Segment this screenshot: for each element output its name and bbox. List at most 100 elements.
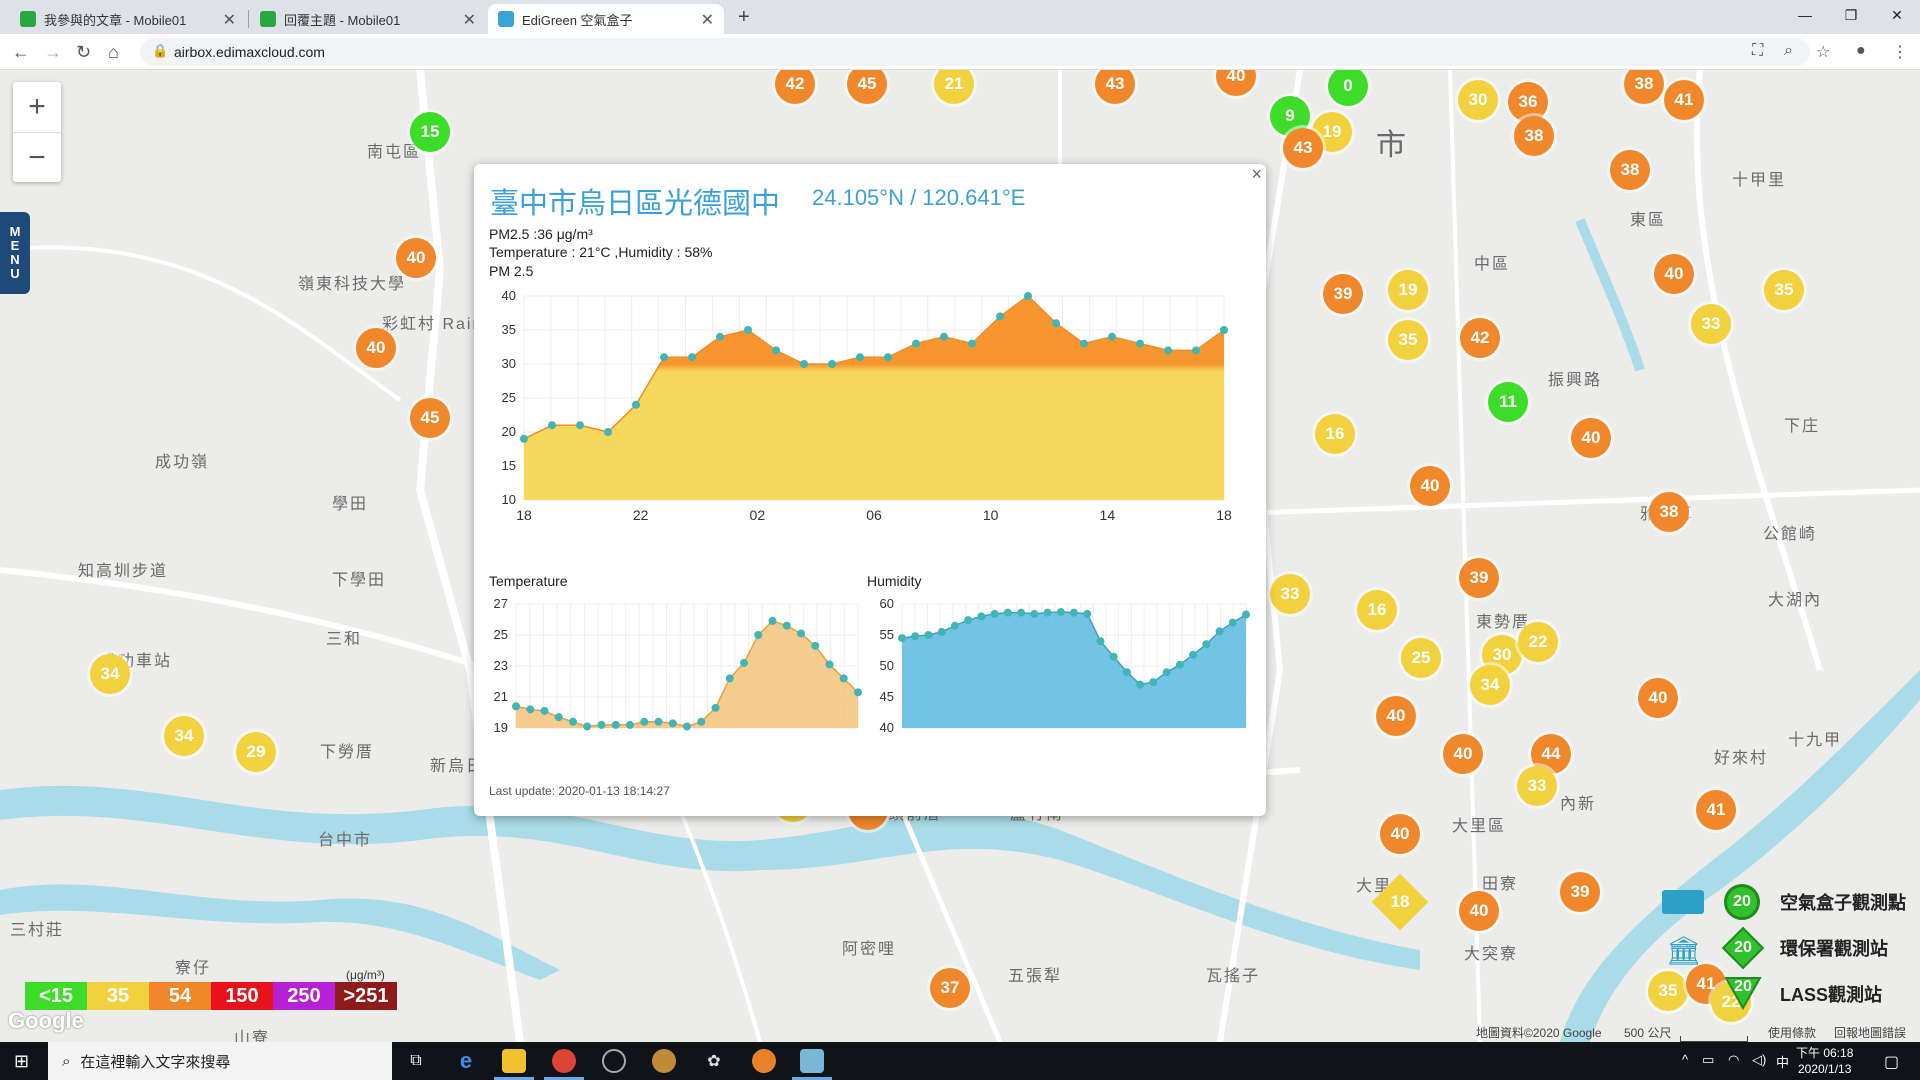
data-point[interactable] — [744, 326, 752, 334]
tray-chevron-icon[interactable]: ^ — [1682, 1052, 1689, 1067]
data-point[interactable] — [1024, 292, 1032, 300]
data-point[interactable] — [950, 621, 959, 630]
edge-icon[interactable]: e — [459, 1048, 473, 1073]
data-point[interactable] — [632, 400, 640, 409]
data-point[interactable] — [740, 658, 748, 667]
profile-icon[interactable]: ● — [1856, 42, 1866, 59]
pm25-station-marker[interactable]: 35 — [1764, 270, 1804, 310]
data-point[interactable] — [640, 717, 649, 726]
data-point[interactable] — [604, 428, 612, 436]
chrome-icon[interactable] — [552, 1049, 576, 1073]
pm25-station-marker[interactable]: 38 — [1624, 70, 1664, 104]
pm25-station-marker[interactable]: 33 — [1270, 574, 1310, 614]
address-bar[interactable]: 🔒 airbox.edimaxcloud.com — [140, 38, 1810, 66]
data-point[interactable] — [1030, 609, 1039, 618]
data-point[interactable] — [990, 609, 999, 618]
data-point[interactable] — [683, 722, 691, 731]
task-view-icon[interactable]: ⧉ — [410, 1052, 422, 1069]
data-point[interactable] — [716, 332, 724, 341]
data-point[interactable] — [811, 641, 820, 650]
data-point[interactable] — [1149, 678, 1158, 687]
data-point[interactable] — [576, 421, 584, 430]
data-point[interactable] — [828, 360, 836, 368]
data-point[interactable] — [1108, 332, 1116, 341]
data-point[interactable] — [782, 621, 791, 630]
tab-mobile01-articles[interactable]: 我參與的文章 - Mobile01 ✕ — [10, 4, 246, 34]
data-point[interactable] — [940, 332, 948, 341]
pm25-station-marker[interactable]: 40 — [1410, 466, 1450, 506]
pm25-station-marker[interactable]: 30 — [1458, 80, 1498, 120]
pm25-station-marker[interactable]: 42 — [775, 70, 815, 104]
pm25-station-marker[interactable]: 42 — [1460, 318, 1500, 358]
pm25-station-marker[interactable]: 38 — [1649, 492, 1689, 532]
taskbar-search[interactable]: ⌕ 在這裡輸入文字來搜尋 — [48, 1042, 392, 1080]
data-point[interactable] — [911, 632, 920, 641]
data-point[interactable] — [800, 360, 808, 368]
windows-start-icon[interactable]: ⊞ — [14, 1051, 30, 1071]
data-point[interactable] — [964, 616, 973, 625]
data-point[interactable] — [1096, 637, 1105, 646]
map-canvas[interactable]: 南屯區 彩虹村 Rainbow Vill 嶺東科技大學 成功嶺 學田 知高圳步道 下學田 三和… — [0, 70, 1920, 1042]
pm25-station-marker[interactable]: 40 — [1571, 418, 1611, 458]
data-point[interactable] — [554, 713, 563, 722]
data-point[interactable] — [688, 353, 696, 362]
data-point[interactable] — [1220, 326, 1228, 334]
data-point[interactable] — [924, 631, 933, 639]
data-point[interactable] — [768, 617, 777, 626]
reload-icon[interactable]: ↻ — [76, 42, 92, 62]
data-point[interactable] — [772, 346, 780, 355]
data-point[interactable] — [1056, 608, 1065, 617]
menu-dots-icon[interactable]: ⋮ — [1892, 44, 1908, 61]
data-point[interactable] — [977, 612, 986, 621]
pm25-station-marker[interactable]: 19 — [1388, 270, 1428, 310]
data-point[interactable] — [597, 720, 606, 729]
data-point[interactable] — [937, 627, 946, 636]
report-error-link[interactable]: 回報地圖錯誤 — [1834, 1026, 1907, 1040]
zoom-icon[interactable]: ⌕ — [1784, 42, 1793, 59]
forward-icon[interactable]: → — [44, 42, 62, 62]
app-icon-3[interactable]: ✿ — [707, 1053, 721, 1070]
pm25-station-marker[interactable]: 40 — [1443, 734, 1483, 774]
data-point[interactable] — [1052, 319, 1060, 328]
data-point[interactable] — [898, 634, 906, 643]
tab-mobile01-reply[interactable]: 回覆主題 - Mobile01 ✕ — [250, 4, 486, 34]
new-tab-button[interactable]: + — [738, 6, 750, 28]
data-point[interactable] — [1162, 668, 1171, 677]
pm25-station-marker[interactable]: 16 — [1315, 414, 1355, 454]
translate-icon[interactable]: ⛶ — [1752, 42, 1764, 59]
pm25-station-marker[interactable]: 34 — [1470, 665, 1510, 705]
data-point[interactable] — [725, 674, 734, 683]
wifi-icon[interactable]: ◠ — [1728, 1052, 1740, 1067]
close-popup-button[interactable]: × — [1251, 164, 1262, 184]
data-point[interactable] — [1070, 608, 1078, 617]
pm25-station-marker[interactable]: 33 — [1517, 766, 1557, 806]
data-point[interactable] — [512, 702, 520, 711]
volume-icon[interactable]: ◁) — [1752, 1052, 1767, 1067]
data-point[interactable] — [654, 717, 663, 726]
data-point[interactable] — [825, 660, 834, 669]
pm25-station-marker[interactable]: 39 — [1459, 558, 1499, 598]
data-point[interactable] — [1017, 608, 1026, 617]
window-close-button[interactable]: ✕ — [1891, 6, 1903, 23]
pm25-station-marker[interactable]: 43 — [1095, 70, 1135, 104]
terms-link[interactable]: 使用條款 — [1768, 1026, 1817, 1040]
data-point[interactable] — [884, 353, 892, 362]
pm25-station-marker[interactable]: 25 — [1401, 638, 1441, 678]
data-point[interactable] — [660, 353, 668, 362]
pm25-station-marker[interactable]: 40 — [1638, 678, 1678, 718]
data-point[interactable] — [968, 339, 976, 348]
bookmark-star-icon[interactable]: ☆ — [1816, 44, 1831, 61]
network-icon[interactable]: ▭ — [1702, 1052, 1715, 1067]
data-point[interactable] — [626, 720, 634, 729]
data-point[interactable] — [1164, 346, 1172, 355]
close-icon[interactable]: ✕ — [700, 12, 714, 29]
pm25-station-marker[interactable]: 37 — [930, 968, 970, 1008]
data-point[interactable] — [1228, 618, 1237, 627]
pm25-station-marker[interactable]: 41 — [1664, 80, 1704, 120]
ime-indicator[interactable]: 中 — [1776, 1055, 1790, 1070]
data-point[interactable] — [854, 688, 862, 697]
maximize-button[interactable]: ❐ — [1844, 6, 1858, 23]
minimize-button[interactable]: — — [1798, 7, 1812, 23]
app-icon-1[interactable] — [602, 1049, 626, 1073]
pm25-station-marker[interactable]: 35 — [1648, 971, 1688, 1011]
